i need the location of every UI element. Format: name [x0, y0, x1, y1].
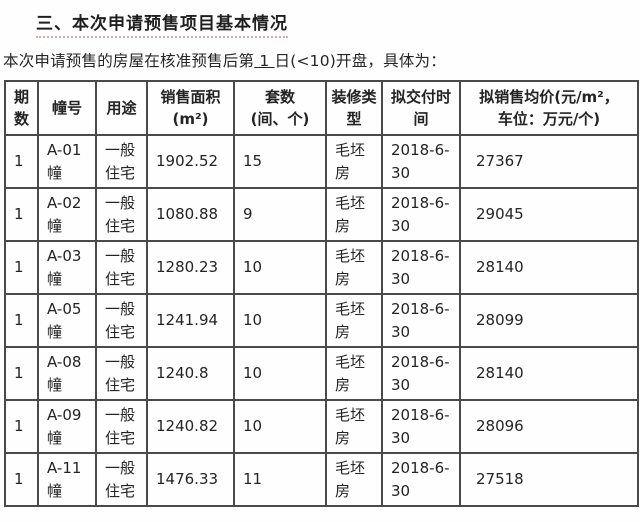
cell-delivery: 2018-6-30: [381, 346, 461, 401]
cell-usage: 一般住宅: [95, 134, 148, 189]
cell-price: 28140: [459, 240, 639, 295]
cell-area: 1902.52: [146, 134, 235, 189]
cell-units: 15: [233, 134, 327, 189]
cell-area: 1080.88: [146, 187, 235, 242]
table-row: 1 A-05幢 一般住宅 1241.94 10 毛坯房 2018-6-30 28…: [4, 293, 639, 348]
col-header-units: 套数 (间、个): [233, 80, 327, 136]
cell-price: 29045: [459, 187, 639, 242]
cell-decoration: 毛坯房: [325, 240, 383, 295]
cell-phase: 1: [4, 240, 39, 295]
cell-delivery: 2018-6-30: [381, 240, 461, 295]
col-header-decoration: 装修类型: [325, 80, 383, 136]
col-header-area: 销售面积 (m²): [146, 80, 235, 136]
cell-area: 1240.8: [146, 346, 235, 401]
table-row: 1 A-09幢 一般住宅 1240.82 10 毛坯房 2018-6-30 28…: [4, 399, 639, 454]
cell-units: 10: [233, 399, 327, 454]
cell-decoration: 毛坯房: [325, 399, 383, 454]
presale-table: 期数 幢号 用途 销售面积 (m²) 套数 (间、个) 装修类型 拟交付时间 拟…: [4, 80, 639, 507]
intro-prefix: 本次申请预售的房屋在核准预售后第: [3, 52, 255, 70]
cell-price: 28099: [459, 293, 639, 348]
cell-price: 28096: [459, 399, 639, 454]
col-header-phase: 期数: [4, 80, 39, 136]
cell-units: 9: [233, 187, 327, 242]
col-header-building: 幢号: [37, 80, 97, 136]
cell-building: A-03幢: [37, 240, 97, 295]
cell-area: 1476.33: [146, 452, 235, 507]
cell-usage: 一般住宅: [95, 240, 148, 295]
cell-area: 1280.23: [146, 240, 235, 295]
table-row: 1 A-08幢 一般住宅 1240.8 10 毛坯房 2018-6-30 281…: [4, 346, 639, 401]
cell-building: A-05幢: [37, 293, 97, 348]
intro-suffix: 日(<10)开盘，具体为：: [274, 52, 446, 70]
cell-area: 1241.94: [146, 293, 235, 348]
cell-delivery: 2018-6-30: [381, 452, 461, 507]
intro-text: 本次申请预售的房屋在核准预售后第 1 日(<10)开盘，具体为：: [3, 49, 638, 71]
cell-delivery: 2018-6-30: [381, 187, 461, 242]
cell-price: 27367: [459, 134, 639, 189]
cell-phase: 1: [4, 452, 39, 507]
col-header-usage: 用途: [95, 80, 148, 136]
cell-usage: 一般住宅: [95, 187, 148, 242]
table-body: 1 A-01幢 一般住宅 1902.52 15 毛坯房 2018-6-30 27…: [4, 134, 639, 507]
cell-building: A-02幢: [37, 187, 97, 242]
cell-phase: 1: [4, 399, 39, 454]
cell-units: 11: [233, 452, 327, 507]
cell-usage: 一般住宅: [95, 452, 148, 507]
cell-building: A-08幢: [37, 346, 97, 401]
cell-building: A-01幢: [37, 134, 97, 189]
cell-phase: 1: [4, 134, 39, 189]
cell-price: 27518: [459, 452, 639, 507]
cell-decoration: 毛坯房: [325, 134, 383, 189]
table-row: 1 A-03幢 一般住宅 1280.23 10 毛坯房 2018-6-30 28…: [4, 240, 639, 295]
cell-price: 28140: [459, 346, 639, 401]
table-row: 1 A-01幢 一般住宅 1902.52 15 毛坯房 2018-6-30 27…: [4, 134, 639, 189]
section-title: 三、本次申请预售项目基本情况: [36, 9, 288, 38]
cell-usage: 一般住宅: [95, 346, 148, 401]
cell-phase: 1: [4, 346, 39, 401]
cell-delivery: 2018-6-30: [381, 134, 461, 189]
cell-phase: 1: [4, 187, 39, 242]
cell-delivery: 2018-6-30: [381, 399, 461, 454]
header-row: 期数 幢号 用途 销售面积 (m²) 套数 (间、个) 装修类型 拟交付时间 拟…: [4, 80, 639, 136]
table-header: 期数 幢号 用途 销售面积 (m²) 套数 (间、个) 装修类型 拟交付时间 拟…: [4, 80, 639, 136]
cell-usage: 一般住宅: [95, 293, 148, 348]
cell-usage: 一般住宅: [95, 399, 148, 454]
cell-building: A-11幢: [37, 452, 97, 507]
col-header-price: 拟销售均价(元/m²， 车位：万元/个): [459, 80, 639, 136]
col-header-delivery: 拟交付时间: [381, 80, 461, 136]
cell-delivery: 2018-6-30: [381, 293, 461, 348]
table-row: 1 A-02幢 一般住宅 1080.88 9 毛坯房 2018-6-30 290…: [4, 187, 639, 242]
cell-decoration: 毛坯房: [325, 187, 383, 242]
cell-units: 10: [233, 293, 327, 348]
cell-units: 10: [233, 346, 327, 401]
cell-decoration: 毛坯房: [325, 346, 383, 401]
cell-building: A-09幢: [37, 399, 97, 454]
cell-phase: 1: [4, 293, 39, 348]
table-row: 1 A-11幢 一般住宅 1476.33 11 毛坯房 2018-6-30 27…: [4, 452, 639, 507]
cell-area: 1240.82: [146, 399, 235, 454]
intro-blank-value: 1: [254, 52, 275, 70]
title-row: 三、本次申请预售项目基本情况: [0, 0, 640, 38]
cell-units: 10: [233, 240, 327, 295]
cell-decoration: 毛坯房: [325, 452, 383, 507]
cell-decoration: 毛坯房: [325, 293, 383, 348]
